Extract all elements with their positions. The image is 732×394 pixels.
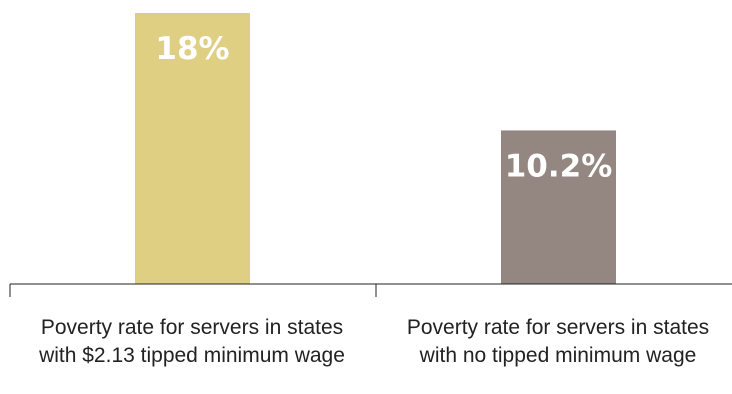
- data-label-no-tipped-wage: 10.2%: [505, 148, 613, 184]
- category-label-tipped-wage: Poverty rate for servers in states with …: [39, 316, 345, 367]
- data-label-tipped-wage: 18%: [155, 31, 229, 67]
- bar-tipped-wage: [135, 13, 250, 284]
- bar-no-tipped-wage: [501, 130, 616, 284]
- data-labels-group: 18% 10.2%: [155, 31, 612, 184]
- category-label-no-tipped-wage: Poverty rate for servers in states with …: [406, 316, 710, 367]
- bars-group: [135, 13, 616, 284]
